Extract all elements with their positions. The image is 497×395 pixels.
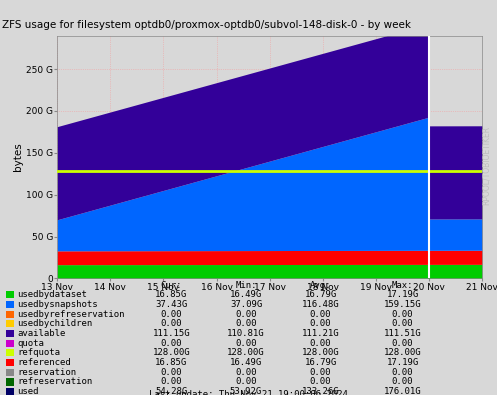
Text: 53.92G: 53.92G [230, 387, 262, 395]
Text: ZFS usage for filesystem optdb0/proxmox-optdb0/subvol-148-disk-0 - by week: ZFS usage for filesystem optdb0/proxmox-… [2, 20, 412, 30]
Text: available: available [17, 329, 65, 338]
Text: referenced: referenced [17, 358, 71, 367]
Text: usedbychildren: usedbychildren [17, 320, 92, 328]
Text: 0.00: 0.00 [392, 310, 414, 319]
Text: 0.00: 0.00 [161, 378, 182, 386]
Text: 128.00G: 128.00G [302, 348, 339, 357]
Text: usedbydataset: usedbydataset [17, 290, 87, 299]
Text: Min:: Min: [235, 280, 257, 290]
Text: 17.19G: 17.19G [387, 358, 418, 367]
Text: 0.00: 0.00 [310, 320, 331, 328]
Text: 0.00: 0.00 [235, 310, 257, 319]
Text: 128.00G: 128.00G [227, 348, 265, 357]
Text: 0.00: 0.00 [392, 378, 414, 386]
Text: 133.26G: 133.26G [302, 387, 339, 395]
Text: 0.00: 0.00 [392, 368, 414, 377]
Text: 0.00: 0.00 [392, 339, 414, 348]
Text: Last update: Thu Nov 21 19:00:06 2024: Last update: Thu Nov 21 19:00:06 2024 [149, 389, 348, 395]
Text: 128.00G: 128.00G [153, 348, 190, 357]
Text: 16.85G: 16.85G [156, 290, 187, 299]
Text: 37.43G: 37.43G [156, 300, 187, 309]
Text: RPOOL/TOBIOETIKER: RPOOL/TOBIOETIKER [482, 126, 491, 205]
Text: 0.00: 0.00 [161, 320, 182, 328]
Text: 0.00: 0.00 [310, 378, 331, 386]
Text: 176.01G: 176.01G [384, 387, 421, 395]
Text: 0.00: 0.00 [161, 310, 182, 319]
Text: 16.49G: 16.49G [230, 290, 262, 299]
Text: 0.00: 0.00 [235, 339, 257, 348]
Text: reservation: reservation [17, 368, 76, 377]
Text: 111.15G: 111.15G [153, 329, 190, 338]
Text: 0.00: 0.00 [161, 339, 182, 348]
Text: 17.19G: 17.19G [387, 290, 418, 299]
Text: refquota: refquota [17, 348, 60, 357]
Text: Max:: Max: [392, 280, 414, 290]
Text: 0.00: 0.00 [392, 320, 414, 328]
Text: usedbyrefreservation: usedbyrefreservation [17, 310, 124, 319]
Y-axis label: bytes: bytes [13, 143, 23, 171]
Text: 110.81G: 110.81G [227, 329, 265, 338]
Text: Cur:: Cur: [161, 280, 182, 290]
Text: 159.15G: 159.15G [384, 300, 421, 309]
Text: used: used [17, 387, 38, 395]
Text: 16.85G: 16.85G [156, 358, 187, 367]
Text: 116.48G: 116.48G [302, 300, 339, 309]
Text: 0.00: 0.00 [161, 368, 182, 377]
Text: 0.00: 0.00 [310, 310, 331, 319]
Text: quota: quota [17, 339, 44, 348]
Text: 0.00: 0.00 [235, 320, 257, 328]
Text: 128.00G: 128.00G [384, 348, 421, 357]
Text: 0.00: 0.00 [310, 339, 331, 348]
Text: 111.21G: 111.21G [302, 329, 339, 338]
Text: 16.79G: 16.79G [305, 358, 336, 367]
Text: Avg:: Avg: [310, 280, 331, 290]
Text: 16.49G: 16.49G [230, 358, 262, 367]
Text: 54.28G: 54.28G [156, 387, 187, 395]
Text: refreservation: refreservation [17, 378, 92, 386]
Text: 16.79G: 16.79G [305, 290, 336, 299]
Text: 37.09G: 37.09G [230, 300, 262, 309]
Text: 0.00: 0.00 [235, 368, 257, 377]
Text: 111.51G: 111.51G [384, 329, 421, 338]
Text: usedbysnapshots: usedbysnapshots [17, 300, 97, 309]
Text: 0.00: 0.00 [310, 368, 331, 377]
Text: 0.00: 0.00 [235, 378, 257, 386]
